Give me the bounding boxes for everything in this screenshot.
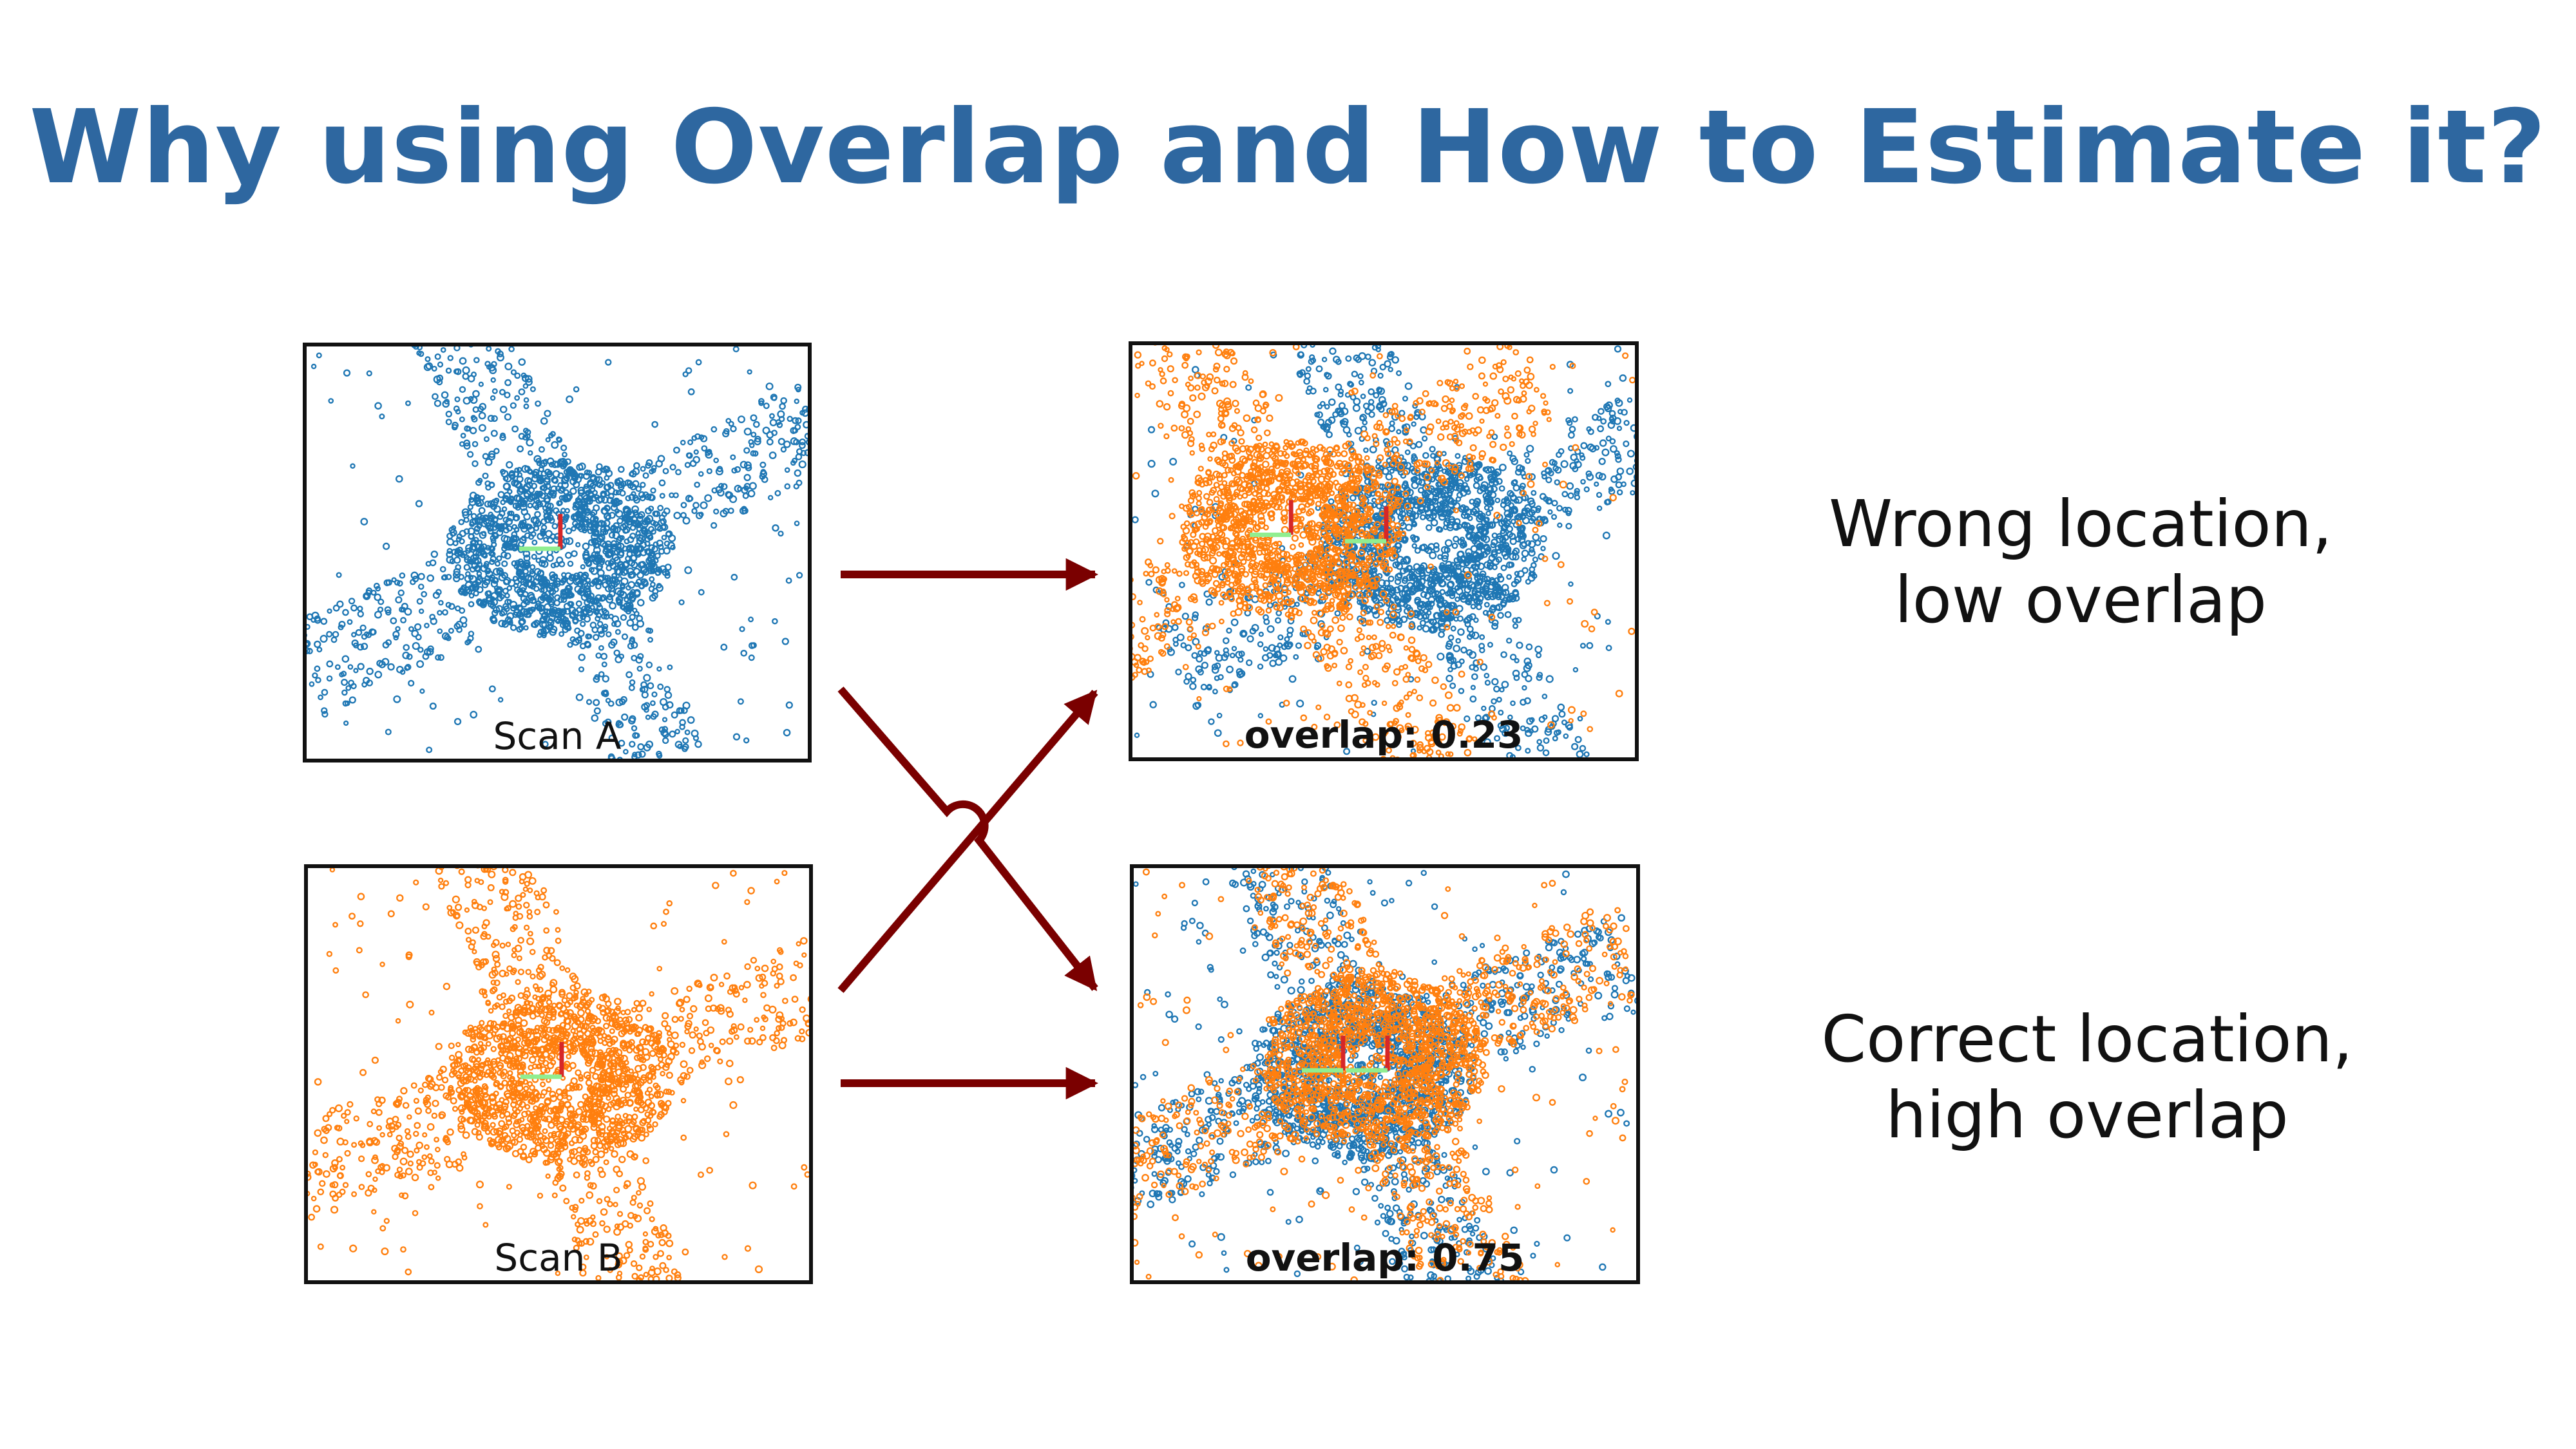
point-cloud-points: [1134, 868, 1635, 1280]
point-cloud-points: [308, 868, 809, 1280]
scan-a-panel: Scan A: [303, 343, 812, 762]
overlaid-point-clouds-correct: [1134, 868, 1636, 1280]
overlap-value-wrong: overlap: 0.23: [1244, 713, 1523, 757]
point-cloud-points: [1132, 345, 1635, 757]
point-cloud-points: [1132, 345, 1635, 757]
correct-location-label: Correct location, high overlap: [1765, 1001, 2409, 1153]
scan-a-caption: Scan A: [493, 714, 622, 758]
arrow-a-to-correct: [837, 687, 1098, 991]
point-cloud-scan-b: [308, 868, 809, 1280]
point-cloud-points: [307, 346, 808, 759]
overlaid-point-clouds-wrong: [1132, 345, 1635, 757]
wrong-label-line1: Wrong location,: [1829, 486, 2333, 562]
scan-b-caption: Scan B: [494, 1236, 623, 1280]
point-cloud-points: [1134, 868, 1636, 1280]
scan-b-panel: Scan B: [304, 864, 813, 1284]
point-cloud-scan-a: [307, 346, 808, 759]
correct-label-line2: high overlap: [1885, 1077, 2289, 1153]
wrong-location-label: Wrong location, low overlap: [1759, 486, 2403, 638]
arrow-b-to-wrong: [837, 690, 1098, 993]
slide-title: Why using Overlap and How to Estimate it…: [29, 88, 2547, 207]
wrong-label-line2: low overlap: [1894, 562, 2267, 638]
result-wrong-panel: overlap: 0.23: [1129, 341, 1639, 761]
correct-label-line1: Correct location,: [1821, 1001, 2353, 1077]
overlap-value-correct: overlap: 0.75: [1245, 1236, 1525, 1280]
result-correct-panel: overlap: 0.75: [1130, 864, 1640, 1284]
